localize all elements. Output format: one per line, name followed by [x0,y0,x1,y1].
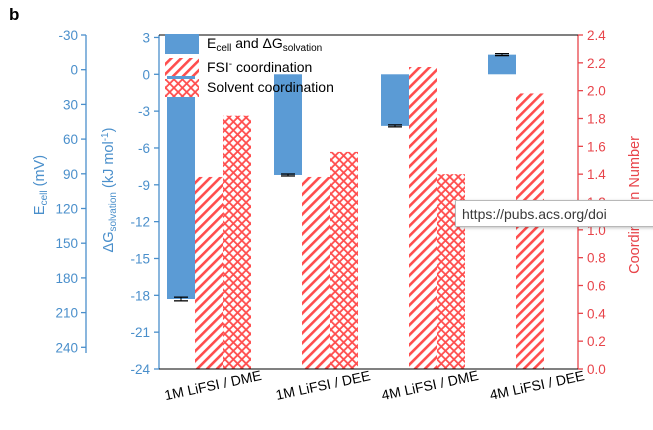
ecell-tick-label: 90 [63,167,78,182]
legend-swatch-ecell [165,34,199,54]
dg-tick-label: 3 [142,30,150,45]
category-labels: 1M LiFSI / DME 1M LiFSI / DEE 4M LiFSI / D… [163,367,586,403]
url-tooltip: https://pubs.acs.org/doi [455,200,653,227]
ecell-tick-label: 210 [55,306,78,321]
legend-label-ecell: Ecell and ΔGsolvation [207,35,322,54]
ecell-axis: -30 0 30 60 90 120 150 180 210 240 [55,28,87,355]
category-label: 1M LiFSI / DME [163,367,263,403]
bar-fsi [409,67,437,369]
dg-tick-label: -15 [130,251,150,266]
dg-tick-label: -18 [130,288,150,303]
ecell-tick-label: 240 [55,340,78,355]
ecell-tick-label: -30 [58,28,78,43]
coord-tick-label: 0.2 [587,334,606,349]
dg-tick-label: -12 [130,215,150,230]
bar-fsi [195,176,223,369]
coord-tick-label: 0.8 [587,251,606,266]
bar-fsi [516,93,544,369]
dg-tick-label: -3 [138,104,150,119]
ecell-tick-label: 0 [70,63,78,78]
bar-dg [167,74,195,300]
dg-axis-title: ΔGsolvation (kJ mol-1) [100,128,119,253]
bar-fsi [302,176,330,369]
category-label: 4M LiFSI / DEE [488,367,586,403]
bars [167,53,544,369]
ecell-axis-title: Ecell (mV) [32,155,50,215]
bar-solvent [330,151,358,369]
panel-letter: b [9,5,19,24]
ecell-tick-label: 60 [63,132,78,147]
coord-tick-label: 0.0 [587,362,606,377]
ecell-tick-label: 150 [55,236,78,251]
coord-tick-label: 0.6 [587,279,606,294]
coord-tick-label: 0.4 [587,306,606,321]
legend-swatch-solvent [165,79,199,97]
dg-tick-label: -6 [138,141,150,156]
coord-tick-label: 1.6 [587,139,606,154]
bar-dg [488,54,516,75]
ecell-tick-label: 120 [55,202,78,217]
dg-tick-label: 0 [142,67,150,82]
coord-tick-label: 2.2 [587,56,606,71]
dg-tick-label: -9 [138,178,150,193]
legend-swatch-fsi [165,58,199,76]
dg-axis: 3 0 -3 -6 -9 -12 -15 -18 -21 -24 [130,30,160,377]
coord-tick-label: 2.4 [587,28,606,43]
bar-solvent [223,115,251,369]
legend: Ecell and ΔGsolvation FSI- coordination … [165,34,334,97]
coord-tick-label: 2.0 [587,84,606,99]
ecell-tick-label: 180 [55,271,78,286]
dg-tick-label: -24 [130,362,150,377]
legend-label-solvent: Solvent coordination [207,79,334,95]
ecell-tick-label: 30 [63,97,78,112]
bar-dg [381,74,409,126]
coord-tick-label: 1.8 [587,112,606,127]
coord-tick-label: 1.4 [587,167,606,182]
category-label: 1M LiFSI / DEE [274,367,372,403]
category-label: 4M LiFSI / DME [380,367,480,403]
dg-tick-label: -21 [130,325,150,340]
legend-label-fsi: FSI- coordination [207,59,312,75]
bar-dg [274,74,302,175]
